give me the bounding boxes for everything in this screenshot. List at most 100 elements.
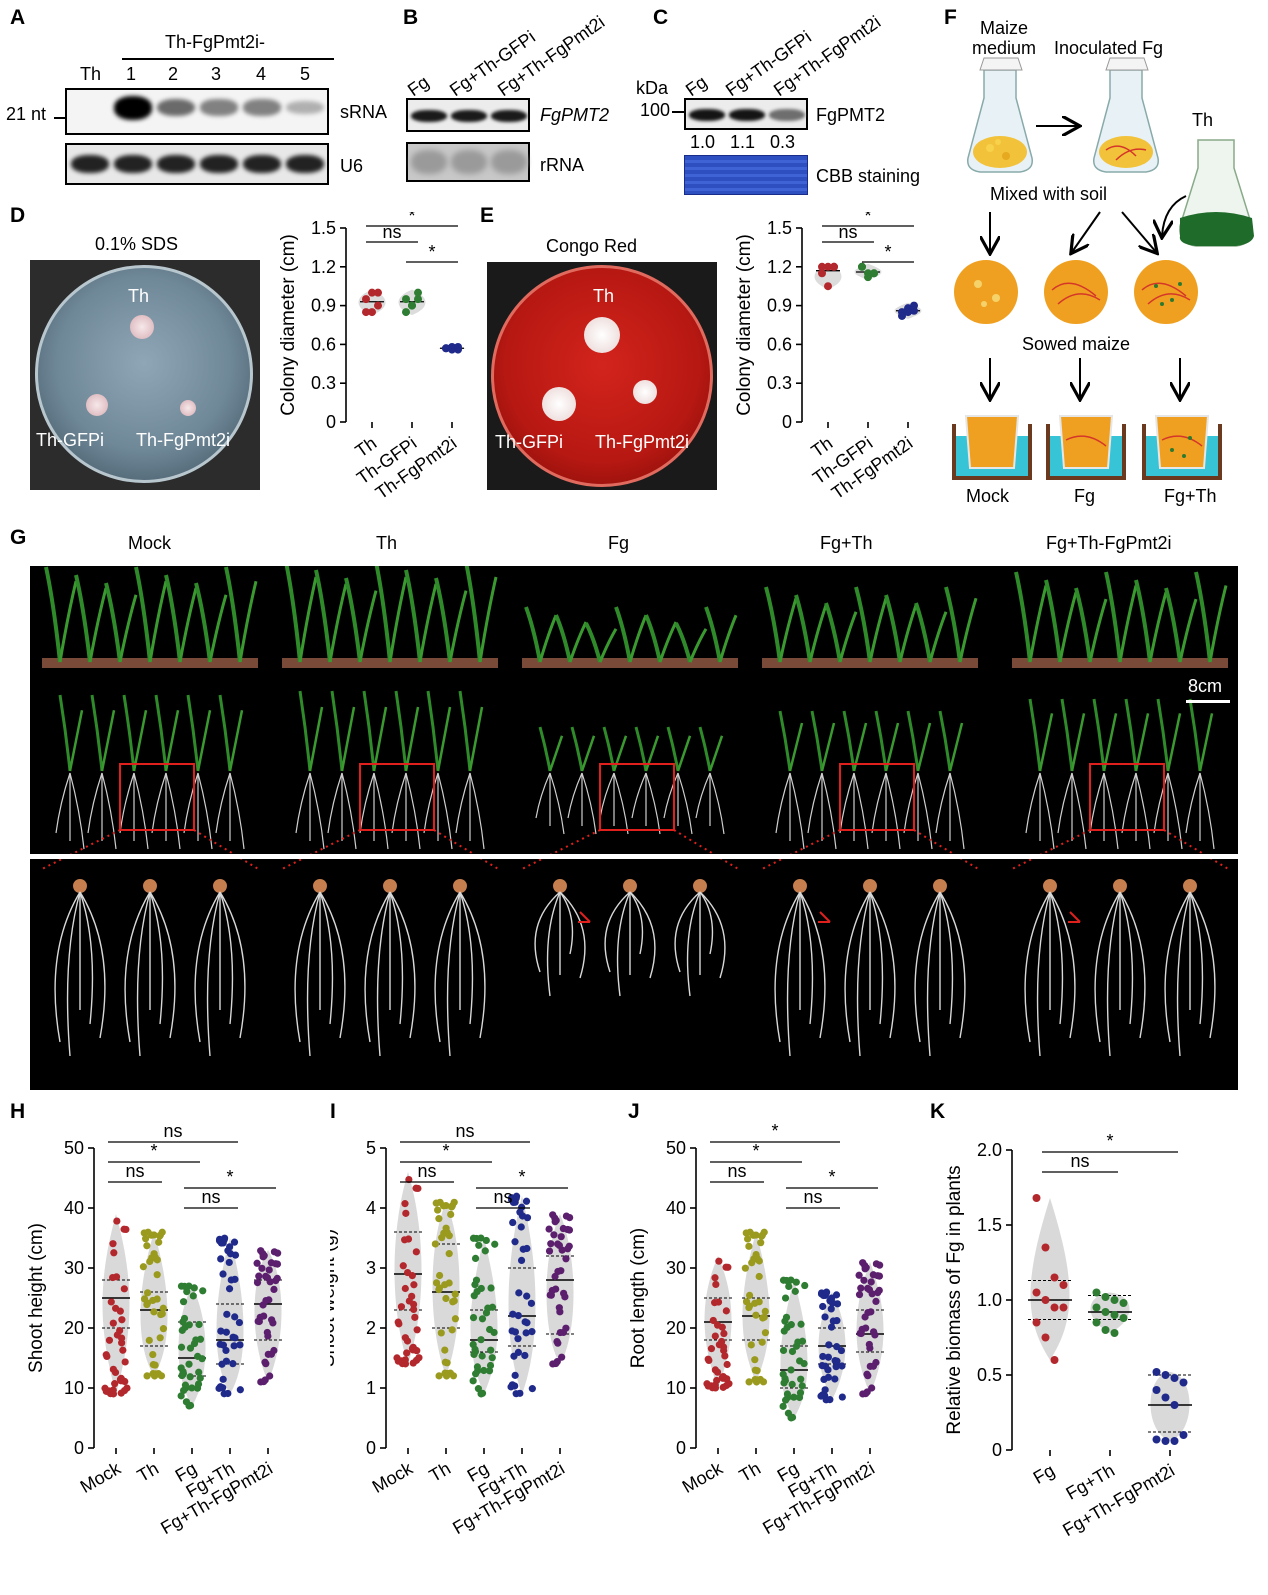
chart-h-data-point [118,1339,126,1347]
chart-d-data-point [414,288,422,297]
panel-e-plate-label-gfpi: Th-GFPi [495,432,564,452]
panel-a-marker-tick [54,117,66,119]
plant-shoot [68,709,84,772]
chart-h-data-point [192,1336,200,1344]
panel-d-plate-label-th: Th [128,286,150,306]
seedling-leaf [1118,585,1138,663]
rrna-band [491,150,527,174]
chart-j-data-point [720,1346,728,1355]
chart-j-data-point [758,1338,766,1346]
plant-root [373,772,389,850]
plant-shoot [154,694,168,772]
chart-j-data-point [752,1311,760,1319]
seedling-leaf [1164,587,1182,663]
chart-i-data-point [514,1335,522,1343]
zoomed-root [869,891,896,1039]
zoomed-root [1189,891,1216,1039]
plant-root [133,772,149,850]
chart-h-data-point [109,1240,117,1248]
panel-f-pot-fg: Fg [1074,486,1096,506]
chart-h-data-point [186,1373,194,1381]
seedling-leaf [44,566,62,663]
chart-h-data-point [268,1316,276,1324]
chart-j-data-point [833,1357,841,1365]
chart-i-data-point [511,1238,519,1246]
chart-j-data-point [751,1255,759,1263]
zoomed-root [559,891,586,979]
chart-j-data-point [761,1329,770,1337]
chart-e-y-tick-label: 1.2 [767,257,792,277]
chart-j-data-point [798,1382,806,1390]
chart-h-data-point [111,1380,119,1388]
chart-j-data-point [865,1340,873,1349]
chart-i-data-point [435,1372,443,1380]
chart-h-y-tick-label: 0 [74,1438,84,1458]
plant-root [69,772,85,850]
chart-j-data-point [751,1356,759,1364]
chart-h-data-point [181,1323,189,1331]
chart-j-data-point [826,1396,834,1404]
plant-shoot [218,694,232,772]
panel-c-quant-value: 1.1 [730,132,756,152]
chart-i-data-point [509,1218,517,1227]
chart-j-sig-label: * [752,1141,759,1161]
plant-shoot [1124,698,1138,772]
zoomed-root [699,891,726,979]
seedling-leaf [374,561,392,663]
plant-shoot [122,694,136,772]
plant-root [469,772,485,850]
plant-root [455,772,471,834]
pot-fg-icon [1046,415,1126,480]
plant-shoot [458,690,472,772]
chart-i-y-tick-label: 1 [366,1378,376,1398]
chart-h-data-point [111,1304,120,1312]
plant-shoot [1060,698,1074,772]
plant-shoot [58,694,72,772]
chart-e-y-axis-label: Colony diameter (cm) [734,234,755,416]
seed-kernel [793,879,807,893]
chart-k-data-point [1032,1288,1041,1297]
chart-h-data-point [177,1282,186,1290]
chart-j-data-point [780,1379,788,1387]
chart-k-y-tick-label: 1.0 [977,1290,1002,1310]
chart-j-data-point [827,1323,836,1331]
chart-h-data-point [229,1360,237,1368]
chart-k-data-point [1119,1299,1128,1307]
plant-root [917,772,933,850]
chart-d-y-tick-label: 0.3 [311,373,336,393]
seedling-leaf [1088,598,1108,663]
plant-shoot [196,709,212,772]
chart-k-y-tick-label: 2.0 [977,1140,1002,1160]
panel-g-scale-bar [1186,700,1230,703]
chart-i-data-point [484,1304,492,1312]
seedling-leaf [868,597,888,663]
chart-i-data-point [471,1280,479,1289]
chart-j-data-point [761,1307,769,1316]
chart-h-data-point [150,1231,158,1239]
chart-i-data-point [512,1192,521,1200]
chart-i-data-point [435,1286,443,1294]
chart-j-y-tick-label: 50 [666,1138,686,1158]
seedling-leaf [134,566,152,663]
chart-i-data-point [552,1359,560,1368]
chart-j-data-point [826,1297,834,1305]
zoomed-root [1094,891,1121,1043]
chart-j-data-point [720,1329,728,1338]
chart-i-data-point [528,1328,536,1336]
plant-root [391,772,407,834]
panel-a-lane-label: 5 [300,64,311,84]
seedling-leaf [1074,587,1092,663]
chart-i-data-point [566,1213,574,1222]
chart-i-data-point [481,1247,489,1255]
plant-root [423,772,439,834]
panel-letter-f: F [944,6,957,29]
chart-j-data-point [825,1341,833,1349]
flask-inoculated-icon [1093,57,1159,173]
fgpmt2-rna-band [491,110,527,122]
zoomed-root [319,891,334,1025]
panel-e-plate-label-pmt2i: Th-FgPmt2i [595,432,690,452]
seedling-leaf [854,586,872,663]
fgpmt2-protein-band [769,109,805,121]
plant-root [359,772,375,834]
chart-e-data-point [870,269,878,278]
